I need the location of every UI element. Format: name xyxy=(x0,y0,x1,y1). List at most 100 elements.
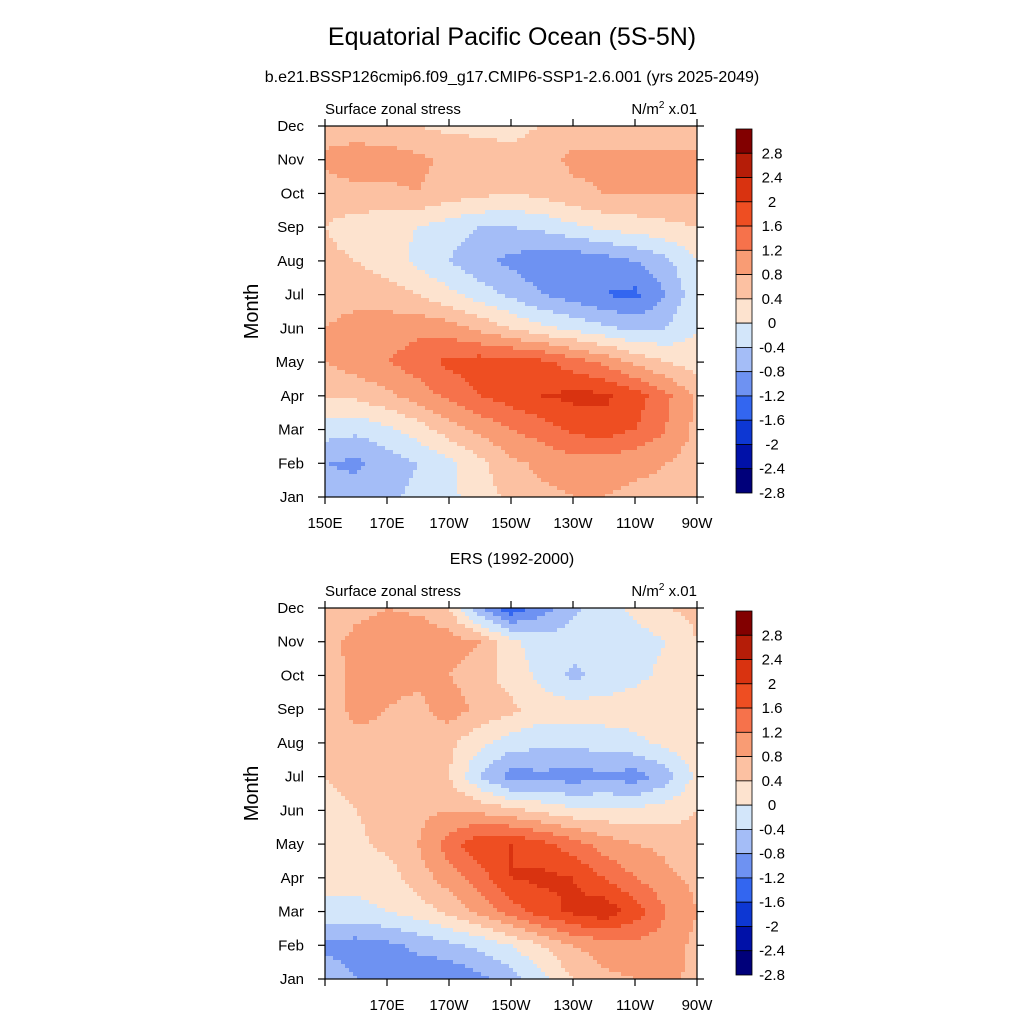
contour-cell xyxy=(417,258,421,262)
contour-cell xyxy=(657,142,661,146)
contour-cell xyxy=(681,126,685,130)
contour-cell xyxy=(549,226,553,230)
contour-cell xyxy=(325,158,329,162)
contour-cell xyxy=(445,302,449,306)
contour-cell xyxy=(509,234,513,238)
contour-cell xyxy=(417,234,421,238)
contour-cell xyxy=(501,306,505,310)
contour-cell xyxy=(517,150,521,154)
contour-cell xyxy=(413,262,417,266)
contour-cell xyxy=(469,214,473,218)
contour-cell xyxy=(569,254,573,258)
contour-cell xyxy=(473,286,477,290)
contour-cell xyxy=(685,286,689,290)
contour-cell xyxy=(569,174,573,178)
contour-cell xyxy=(425,286,429,290)
contour-cell xyxy=(381,138,385,142)
contour-cell xyxy=(617,138,621,142)
contour-cell xyxy=(421,298,425,302)
contour-cell xyxy=(649,206,653,210)
contour-cell xyxy=(689,234,693,238)
contour-cell xyxy=(441,230,445,234)
contour-cell xyxy=(469,210,473,214)
contour-cell xyxy=(613,154,617,158)
contour-cell xyxy=(585,210,589,214)
contour-cell xyxy=(409,218,413,222)
contour-cell xyxy=(469,198,473,202)
contour-cell xyxy=(609,154,613,158)
contour-cell xyxy=(425,266,429,270)
contour-cell xyxy=(525,230,529,234)
contour-cell xyxy=(625,202,629,206)
contour-cell xyxy=(693,234,697,238)
contour-cell xyxy=(649,138,653,142)
contour-cell xyxy=(401,338,405,342)
contour-cell xyxy=(337,322,341,326)
contour-cell xyxy=(601,186,605,190)
contour-cell xyxy=(349,314,353,318)
contour-cell xyxy=(353,322,357,326)
contour-cell xyxy=(465,250,469,254)
contour-cell xyxy=(605,226,609,230)
contour-cell xyxy=(541,134,545,138)
contour-cell xyxy=(449,170,453,174)
contour-cell xyxy=(485,186,489,190)
contour-cell xyxy=(693,262,697,266)
contour-cell xyxy=(477,178,481,182)
contour-cell xyxy=(473,318,477,322)
contour-cell xyxy=(521,198,525,202)
contour-cell xyxy=(537,214,541,218)
contour-cell xyxy=(677,334,681,338)
contour-cell xyxy=(573,302,577,306)
contour-cell xyxy=(353,278,357,282)
contour-cell xyxy=(493,130,497,134)
contour-cell xyxy=(493,326,497,330)
contour-cell xyxy=(401,278,405,282)
contour-cell xyxy=(537,326,541,330)
contour-cell xyxy=(689,166,693,170)
contour-cell xyxy=(469,226,473,230)
contour-cell xyxy=(353,194,357,198)
contour-cell xyxy=(493,310,497,314)
contour-cell xyxy=(553,266,557,270)
contour-cell xyxy=(569,186,573,190)
contour-cell xyxy=(401,318,405,322)
contour-cell xyxy=(685,190,689,194)
contour-cell xyxy=(437,298,441,302)
contour-cell xyxy=(673,278,677,282)
contour-cell xyxy=(389,322,393,326)
contour-cell xyxy=(605,242,609,246)
contour-cell xyxy=(581,238,585,242)
contour-cell xyxy=(525,138,529,142)
contour-cell xyxy=(425,254,429,258)
contour-cell xyxy=(649,250,653,254)
contour-cell xyxy=(437,222,441,226)
contour-cell xyxy=(441,310,445,314)
contour-cell xyxy=(541,314,545,318)
contour-cell xyxy=(665,278,669,282)
contour-cell xyxy=(577,310,581,314)
contour-cell xyxy=(409,154,413,158)
contour-cell xyxy=(433,234,437,238)
contour-cell xyxy=(457,266,461,270)
contour-cell xyxy=(545,250,549,254)
contour-cell xyxy=(493,210,497,214)
contour-cell xyxy=(325,234,329,238)
contour-cell xyxy=(349,258,353,262)
contour-cell xyxy=(689,130,693,134)
contour-cell xyxy=(453,290,457,294)
contour-cell xyxy=(621,226,625,230)
contour-cell xyxy=(385,218,389,222)
contour-cell xyxy=(569,266,573,270)
contour-cell xyxy=(561,254,565,258)
contour-cell xyxy=(401,250,405,254)
contour-cell xyxy=(581,214,585,218)
contour-cell xyxy=(585,186,589,190)
contour-cell xyxy=(629,286,633,290)
contour-cell xyxy=(369,322,373,326)
contour-cell xyxy=(373,222,377,226)
contour-cell xyxy=(661,142,665,146)
contour-cell xyxy=(489,246,493,250)
contour-cell xyxy=(445,166,449,170)
contour-cell xyxy=(577,302,581,306)
